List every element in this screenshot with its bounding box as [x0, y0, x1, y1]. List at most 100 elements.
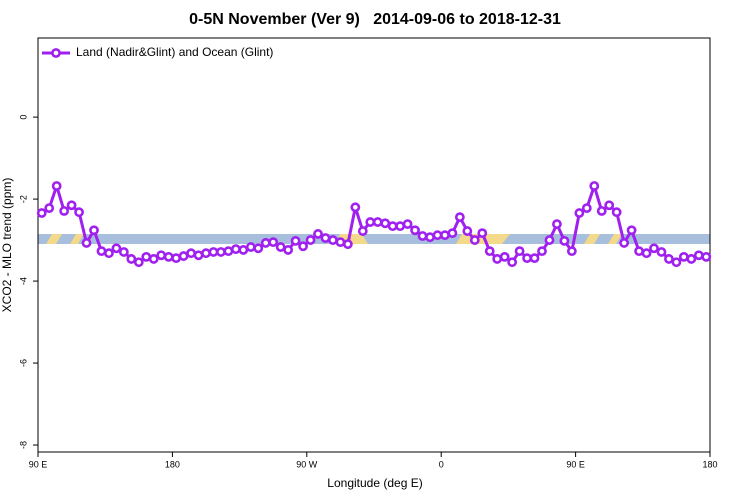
data-point: [395, 221, 406, 232]
data-point: [36, 208, 47, 218]
data-point: [626, 225, 637, 236]
x-tick-label: 90 E: [566, 459, 585, 469]
data-point: [529, 253, 540, 264]
x-tick-label: 90 E: [29, 459, 48, 469]
legend-marker: [51, 48, 61, 58]
y-tick-label: -4: [18, 277, 28, 285]
data-point: [447, 228, 458, 239]
data-point: [350, 202, 361, 213]
data-point: [163, 251, 174, 262]
data-point: [365, 217, 376, 227]
data-point: [201, 248, 211, 259]
data-point: [290, 236, 301, 246]
data-point: [656, 247, 667, 257]
data-point: [208, 247, 219, 257]
data-point: [89, 225, 99, 236]
data-point: [59, 206, 70, 216]
data-point: [193, 250, 204, 261]
data-point: [156, 250, 167, 261]
data-point: [507, 257, 518, 268]
data-point: [596, 206, 607, 216]
x-axis-label: Longitude (deg E): [327, 476, 422, 490]
data-point: [641, 248, 652, 259]
data-point: [178, 251, 189, 261]
data-point: [693, 250, 704, 261]
data-point: [260, 238, 271, 248]
x-tick-label: 0: [439, 459, 444, 469]
data-point: [230, 244, 241, 254]
data-point: [357, 226, 368, 236]
map-strip: [38, 234, 710, 244]
data-point: [678, 251, 689, 262]
data-point: [74, 207, 84, 218]
data-point: [96, 246, 107, 257]
x-tick-label: 180: [165, 459, 180, 469]
data-point: [537, 246, 547, 257]
data-point: [253, 243, 264, 254]
data-point: [701, 251, 712, 262]
plot-frame: [37, 37, 711, 453]
data-point: [469, 235, 480, 245]
data-point: [589, 181, 600, 191]
data-point: [66, 200, 77, 211]
y-tick-label: -8: [18, 441, 28, 449]
data-point: [514, 246, 525, 257]
data-point: [44, 203, 55, 214]
y-tick-label: 0: [18, 115, 28, 120]
data-point: [81, 238, 92, 248]
data-point: [245, 242, 256, 252]
data-point: [477, 228, 488, 239]
y-tick-label: -2: [18, 195, 28, 203]
data-point: [111, 243, 122, 254]
data-point: [499, 251, 510, 262]
data-point: [522, 253, 532, 264]
data-point: [484, 246, 495, 257]
data-point: [387, 221, 398, 232]
data-point: [634, 246, 644, 257]
data-point: [454, 212, 465, 223]
data-point: [51, 181, 62, 191]
y-tick-label: -6: [18, 359, 28, 367]
data-point: [133, 257, 144, 268]
data-point: [268, 237, 279, 248]
data-point: [186, 248, 196, 259]
data-point: [104, 248, 114, 259]
data-point: [216, 247, 226, 257]
data-point: [283, 245, 294, 255]
data-point: [544, 235, 555, 245]
data-point: [686, 254, 697, 264]
data-point: [432, 230, 443, 241]
data-point: [372, 217, 383, 227]
data-point: [141, 251, 152, 262]
data-point: [380, 218, 391, 229]
data-point: [440, 230, 450, 241]
x-tick-label: 90 W: [296, 459, 318, 469]
data-point: [238, 245, 249, 255]
data-point: [581, 203, 592, 214]
x-tick-label: 180: [702, 459, 717, 469]
data-point: [671, 257, 682, 268]
data-point: [305, 235, 316, 245]
data-point: [148, 254, 159, 264]
data-point: [298, 241, 308, 252]
data-point: [462, 226, 473, 236]
data-point: [171, 253, 182, 264]
data-point: [275, 242, 286, 252]
data-point: [320, 233, 331, 243]
data-point: [425, 232, 435, 243]
data-point: [335, 237, 346, 248]
data-point: [402, 219, 413, 229]
data-point: [223, 246, 234, 257]
data-point: [566, 246, 577, 257]
data-point: [126, 254, 137, 264]
data-point: [410, 225, 420, 236]
chart-title: 0-5N November (Ver 9) 2014-09-06 to 2018…: [189, 11, 561, 28]
data-point: [574, 208, 585, 218]
data-point: [492, 254, 503, 264]
data-point: [559, 236, 570, 246]
y-axis-label: XCO2 - MLO trend (ppm): [0, 178, 14, 313]
data-point: [313, 229, 323, 239]
legend: Land (Nadir&Glint) and Ocean (Glint): [42, 45, 273, 59]
legend-label: Land (Nadir&Glint) and Ocean (Glint): [76, 45, 273, 59]
